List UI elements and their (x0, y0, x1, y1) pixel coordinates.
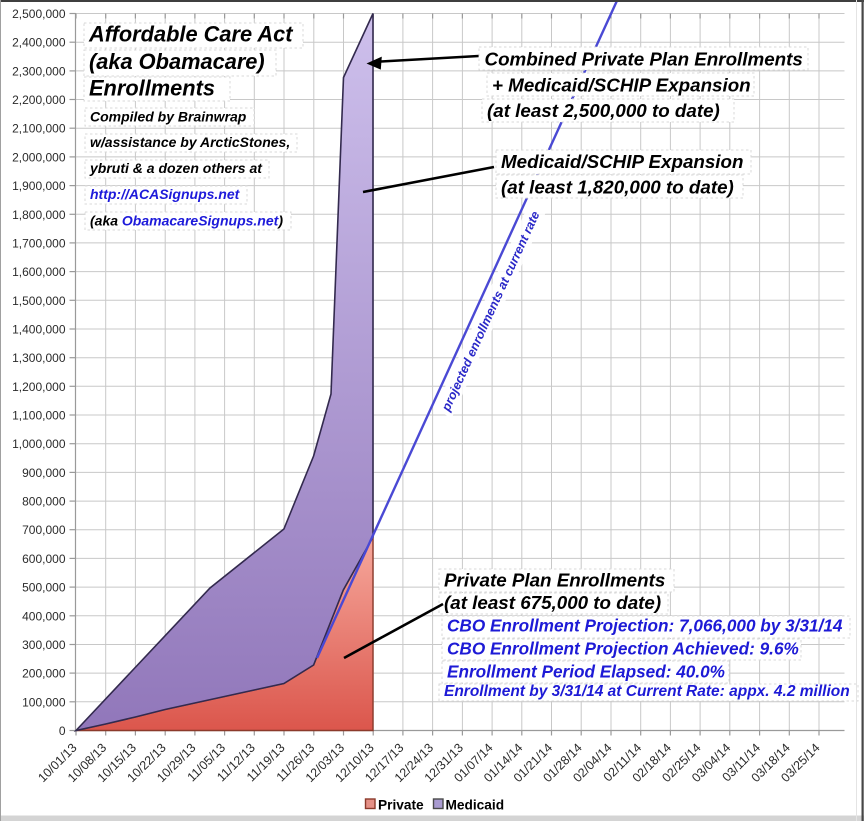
svg-text:300,000: 300,000 (22, 638, 66, 652)
svg-text:Medicaid: Medicaid (446, 798, 505, 813)
svg-text:500,000: 500,000 (22, 581, 66, 595)
svg-text:Medicaid/SCHIP Expansion: Medicaid/SCHIP Expansion (501, 151, 743, 172)
svg-text:1,200,000: 1,200,000 (12, 380, 66, 394)
svg-text:Enrollment by 3/31/14 at Curre: Enrollment by 3/31/14 at Current Rate: a… (444, 683, 850, 700)
svg-text:CBO Enrollment Projection: 7,0: CBO Enrollment Projection: 7,066,000 by … (447, 616, 843, 636)
svg-text:Combined Private Plan Enrollme: Combined Private Plan Enrollments (485, 49, 803, 70)
svg-text:http://ACASignups.net: http://ACASignups.net (90, 186, 241, 202)
svg-text:+ Medicaid/SCHIP Expansion: + Medicaid/SCHIP Expansion (492, 74, 751, 95)
svg-text:1,000,000: 1,000,000 (12, 437, 66, 451)
svg-text:2,100,000: 2,100,000 (12, 122, 66, 136)
svg-text:Affordable Care Act: Affordable Care Act (88, 22, 293, 47)
svg-text:800,000: 800,000 (22, 495, 66, 509)
svg-text:1,100,000: 1,100,000 (12, 409, 66, 423)
svg-text:1,300,000: 1,300,000 (12, 351, 66, 365)
svg-text:Compiled by Brainwrap: Compiled by Brainwrap (90, 108, 247, 124)
svg-text:2,000,000: 2,000,000 (12, 150, 66, 164)
svg-text:CBO Enrollment Projection Achi: CBO Enrollment Projection Achieved: 9.6% (447, 639, 799, 659)
svg-text:1,400,000: 1,400,000 (12, 322, 66, 336)
svg-text:2,400,000: 2,400,000 (12, 36, 66, 50)
svg-text:700,000: 700,000 (22, 523, 66, 537)
svg-text:(aka ObamacareSignups.net): (aka ObamacareSignups.net) (90, 213, 283, 229)
svg-text:600,000: 600,000 (22, 552, 66, 566)
svg-text:w/assistance by ArcticStones,: w/assistance by ArcticStones, (90, 134, 290, 150)
svg-text:Private Plan Enrollments: Private Plan Enrollments (444, 570, 665, 591)
svg-text:(at least 2,500,000 to date): (at least 2,500,000 to date) (487, 100, 720, 121)
svg-text:1,600,000: 1,600,000 (12, 265, 66, 279)
svg-text:200,000: 200,000 (22, 667, 66, 681)
svg-text:(aka Obamacare): (aka Obamacare) (89, 49, 265, 74)
svg-text:400,000: 400,000 (22, 609, 66, 623)
svg-text:(at least 1,820,000 to date): (at least 1,820,000 to date) (501, 177, 734, 198)
svg-text:Enrollments: Enrollments (89, 76, 215, 101)
svg-text:100,000: 100,000 (22, 695, 66, 709)
svg-text:2,200,000: 2,200,000 (12, 93, 66, 107)
svg-text:1,700,000: 1,700,000 (12, 236, 66, 250)
svg-text:Private: Private (378, 798, 424, 813)
svg-text:1,900,000: 1,900,000 (12, 179, 66, 193)
svg-text:Enrollment Period Elapsed: 40.: Enrollment Period Elapsed: 40.0% (447, 662, 725, 682)
svg-text:2,500,000: 2,500,000 (12, 7, 66, 21)
svg-text:1,800,000: 1,800,000 (12, 208, 66, 222)
svg-text:900,000: 900,000 (22, 466, 66, 480)
svg-text:0: 0 (59, 724, 66, 738)
svg-text:ybruti & a dozen others at: ybruti & a dozen others at (89, 160, 263, 176)
svg-text:(at least 675,000 to date): (at least 675,000 to date) (444, 592, 661, 613)
svg-text:2,300,000: 2,300,000 (12, 64, 66, 78)
svg-text:1,500,000: 1,500,000 (12, 294, 66, 308)
